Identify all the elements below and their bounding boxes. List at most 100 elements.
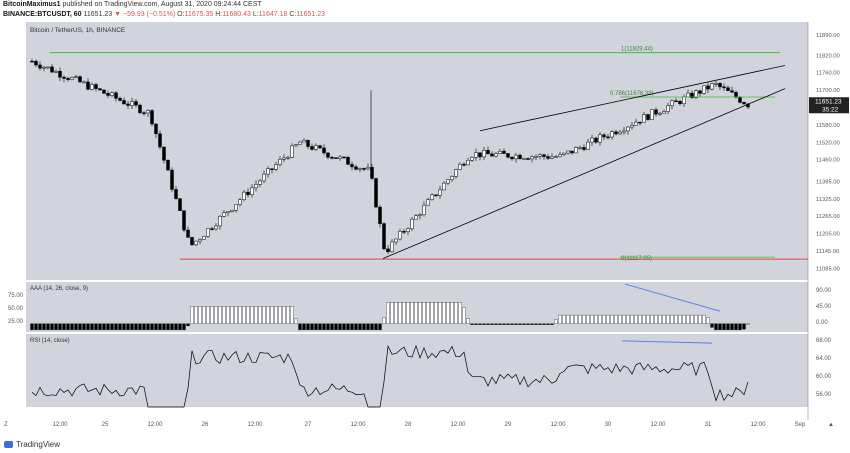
candle-body xyxy=(46,66,50,69)
histogram-bar xyxy=(110,323,114,331)
candle-body xyxy=(658,112,662,115)
candle-body xyxy=(718,83,722,88)
candle-body xyxy=(458,163,462,170)
price-tick-label: 11460.00 xyxy=(816,158,840,164)
time-tick-label: 28 xyxy=(405,422,412,428)
histogram-bar xyxy=(742,323,746,330)
candle-body xyxy=(434,194,438,197)
histogram-bar xyxy=(246,306,250,324)
candle-body xyxy=(254,184,258,189)
candle-body xyxy=(650,109,654,120)
price-tick-label: 11520.00 xyxy=(816,140,840,146)
candle-body xyxy=(74,76,78,78)
histogram-bar xyxy=(542,323,546,325)
candle-body xyxy=(38,64,42,69)
histogram-bar xyxy=(218,306,222,324)
candle-body xyxy=(646,114,650,120)
candle-body xyxy=(242,191,246,200)
candle-body xyxy=(714,83,718,85)
fib-label-0: 0(11117.05) xyxy=(621,256,652,262)
candle-body xyxy=(122,100,126,105)
price-tick-label: 11890.00 xyxy=(816,33,840,39)
histogram-bar xyxy=(106,323,110,331)
candle-body xyxy=(666,105,670,112)
candle-body xyxy=(454,169,458,177)
histogram-bar xyxy=(86,323,90,331)
candle-body xyxy=(166,159,170,171)
candle-body xyxy=(50,66,54,73)
candle-body xyxy=(274,164,278,170)
candle-body xyxy=(30,60,34,63)
histogram-bar xyxy=(630,314,634,324)
candle-body xyxy=(270,168,274,170)
histogram-bar xyxy=(454,302,458,324)
candle-body xyxy=(690,92,694,98)
time-tick-label: 12:00 xyxy=(52,422,68,428)
candle-body xyxy=(230,209,234,213)
rsi-pane xyxy=(26,334,808,407)
candle-body xyxy=(266,168,270,175)
candle-body xyxy=(34,60,38,66)
histogram-bar xyxy=(698,314,702,324)
time-tick-label: 30 xyxy=(605,422,612,428)
time-tick-label: 29 xyxy=(505,422,512,428)
histogram-bar xyxy=(362,323,366,331)
histogram-bar xyxy=(266,306,270,324)
histogram-bar xyxy=(566,314,570,324)
author-name[interactable]: BitcoinMaximus1 xyxy=(3,1,61,8)
histogram-bar xyxy=(618,314,622,324)
histogram-bar xyxy=(602,314,606,324)
candle-body xyxy=(402,231,406,233)
histogram-bar xyxy=(342,323,346,331)
candle-body xyxy=(282,157,286,160)
candle-body xyxy=(586,141,590,150)
candle-body xyxy=(698,90,702,94)
histogram-bar xyxy=(98,323,102,331)
histogram-bar xyxy=(534,323,538,325)
histogram-bar xyxy=(410,302,414,324)
histogram-bar xyxy=(598,314,602,324)
histogram-bar xyxy=(550,323,554,325)
candle-body xyxy=(398,231,402,240)
rsi-divergence-line xyxy=(621,340,713,344)
candle-body xyxy=(362,168,366,170)
candle-body xyxy=(546,156,550,159)
candle-body xyxy=(410,218,414,230)
histogram-bar xyxy=(594,314,598,324)
time-tick-label: 31 xyxy=(705,422,712,428)
tradingview-logo: TradingView xyxy=(4,440,60,449)
chart-canvas[interactable]: 1(11829.44) 0.786(11676.38) 0(11117.05) Bi… xyxy=(0,22,850,440)
histogram-bar xyxy=(302,323,306,331)
candle-body xyxy=(210,228,214,230)
histogram-bar xyxy=(94,323,98,331)
candle-body xyxy=(162,146,166,161)
histogram-bar xyxy=(690,314,694,324)
histogram-bar xyxy=(158,323,162,331)
candle-body xyxy=(574,147,578,154)
histogram-bar xyxy=(234,306,238,324)
candle-body xyxy=(358,168,362,170)
candle-body xyxy=(526,158,530,160)
price-tick-label: 11205.00 xyxy=(816,232,840,238)
candle-body xyxy=(678,100,682,104)
histogram-bar xyxy=(490,323,494,325)
histogram-bar xyxy=(378,323,382,331)
histogram-bar xyxy=(90,323,94,331)
histogram-bar xyxy=(214,306,218,324)
candle-body xyxy=(610,131,614,138)
time-tick-label: 12:00 xyxy=(350,422,366,428)
last-price: 11651.23 xyxy=(83,11,113,18)
candle-body xyxy=(506,153,510,158)
candle-body xyxy=(370,167,374,179)
candle-body xyxy=(418,214,422,217)
symbol-info: BINANCE:BTCUSDT, 60 11651.23 ▼ −59.93 (−… xyxy=(3,11,325,18)
candle-body xyxy=(394,238,398,243)
histogram-bar xyxy=(174,323,178,331)
candle-body xyxy=(346,157,350,165)
candle-body xyxy=(154,123,158,135)
histogram-bar xyxy=(190,306,194,324)
histogram-bar xyxy=(346,323,350,331)
candle-body xyxy=(182,210,186,231)
candle-body xyxy=(682,96,686,104)
time-tick-label: 12:00 xyxy=(550,422,566,428)
